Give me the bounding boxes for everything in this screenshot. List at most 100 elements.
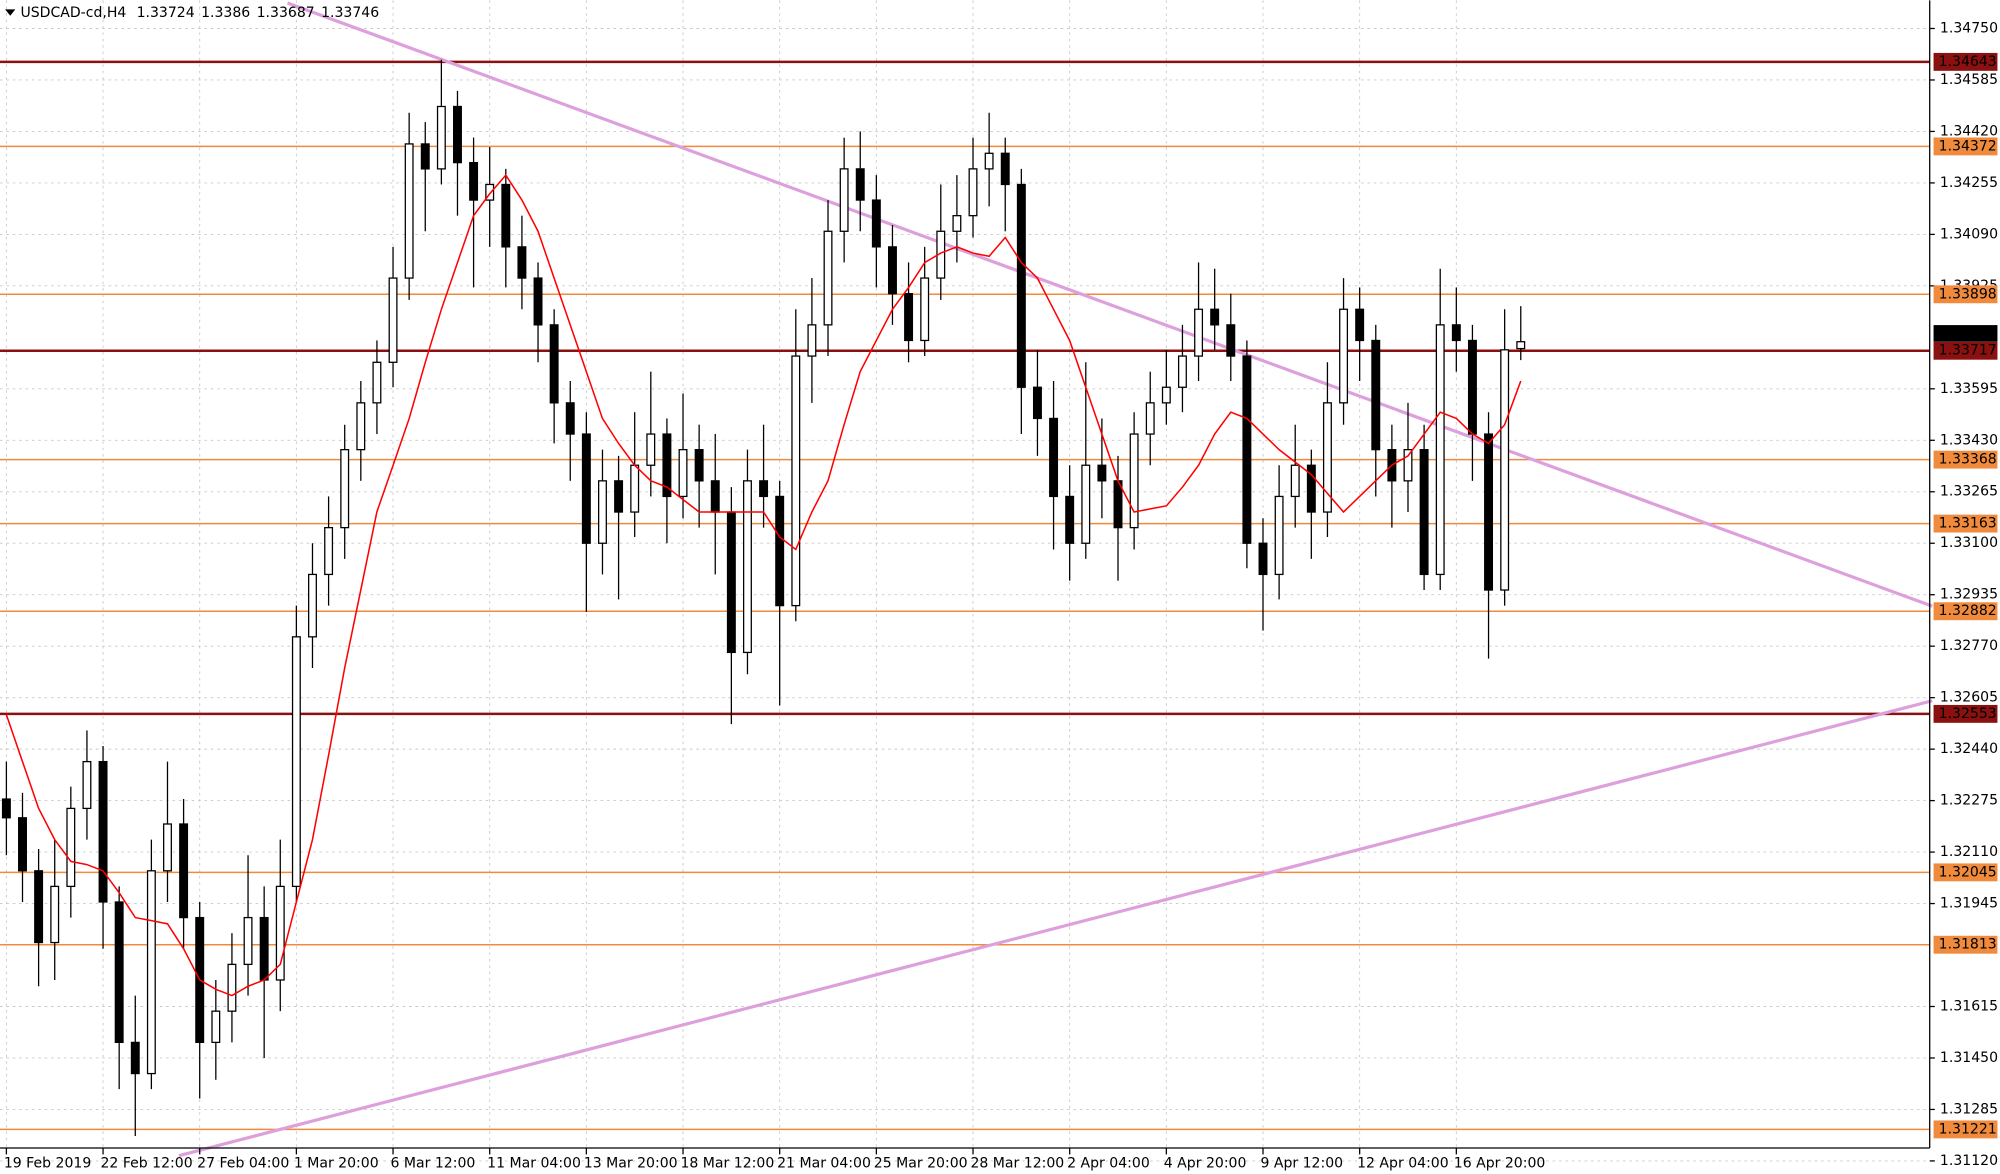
y-tick-label: 1.32275 bbox=[1940, 793, 1998, 809]
candle-body bbox=[114, 901, 124, 1044]
candle-body bbox=[404, 143, 414, 279]
level-label: 1.32882 bbox=[1939, 603, 1997, 619]
candle-body bbox=[1306, 464, 1316, 513]
candle-body bbox=[1016, 183, 1026, 388]
candle-body bbox=[1210, 308, 1220, 326]
axis: 1.347501.345851.344201.342551.340901.339… bbox=[4, 20, 1998, 1171]
y-tick-label: 1.32605 bbox=[1940, 690, 1998, 706]
level-label-box bbox=[1933, 341, 1998, 360]
price-label-box bbox=[1933, 325, 1998, 342]
candle-body bbox=[726, 511, 736, 654]
candle-body bbox=[1371, 339, 1381, 451]
candle-body bbox=[968, 168, 978, 217]
candle-body bbox=[356, 402, 366, 451]
candle-body bbox=[324, 526, 334, 576]
candle-body bbox=[549, 324, 559, 404]
level-label: 1.32045 bbox=[1939, 864, 1997, 880]
candle-body bbox=[453, 105, 462, 164]
y-tick-label: 1.31450 bbox=[1940, 1050, 1998, 1066]
candle-body bbox=[1467, 339, 1477, 435]
candle-body bbox=[887, 246, 897, 295]
trend-line bbox=[178, 699, 1933, 1158]
candle-body bbox=[759, 480, 769, 498]
candle-body bbox=[1065, 495, 1075, 544]
y-tick-label: 1.31945 bbox=[1940, 896, 1998, 912]
candle-body bbox=[1274, 495, 1284, 576]
level-label: 1.34372 bbox=[1939, 138, 1997, 154]
level-label: 1.33163 bbox=[1939, 516, 1997, 532]
low: 1.33687 bbox=[257, 5, 315, 21]
y-tick-label: 1.34750 bbox=[1940, 20, 1998, 36]
y-tick-label: 1.32770 bbox=[1940, 638, 1998, 654]
candle-body bbox=[920, 277, 930, 342]
x-tick-label: 12 Apr 04:00 bbox=[1357, 1155, 1449, 1171]
level-label-box bbox=[1933, 1120, 1998, 1139]
level-label-box bbox=[1933, 285, 1998, 304]
candle-body bbox=[807, 324, 817, 357]
candle-body bbox=[710, 480, 720, 513]
x-tick-label: 1 Mar 20:00 bbox=[294, 1155, 379, 1171]
level-label-box bbox=[1933, 602, 1998, 621]
candle-body bbox=[533, 277, 543, 326]
candle-body bbox=[581, 433, 591, 544]
close: 1.33746 bbox=[321, 5, 379, 21]
x-tick-label: 16 Apr 20:00 bbox=[1454, 1155, 1546, 1171]
candle-body bbox=[1161, 386, 1171, 404]
candle-body bbox=[50, 885, 60, 944]
candle-body bbox=[18, 817, 27, 872]
candle-body bbox=[1290, 464, 1300, 498]
y-tick-label: 1.34420 bbox=[1940, 123, 1998, 139]
level-label: 1.33717 bbox=[1939, 343, 1997, 359]
candle-body bbox=[662, 433, 672, 498]
candle-body bbox=[259, 916, 269, 981]
x-tick-label: 18 Mar 12:00 bbox=[680, 1155, 774, 1171]
candle-body bbox=[1355, 308, 1365, 342]
candle-body bbox=[82, 760, 92, 810]
candle-body bbox=[646, 433, 656, 466]
levels bbox=[0, 60, 1930, 1131]
menu-icon[interactable] bbox=[5, 9, 16, 16]
level-label-box bbox=[1933, 704, 1998, 723]
candle-body bbox=[275, 885, 285, 981]
x-tick-label: 25 Mar 20:00 bbox=[874, 1155, 968, 1171]
candle-body bbox=[308, 573, 317, 638]
candle-body bbox=[1419, 449, 1429, 576]
candle-body bbox=[211, 1010, 221, 1044]
x-tick-label: 27 Feb 04:00 bbox=[197, 1155, 289, 1171]
y-tick-label: 1.33430 bbox=[1940, 432, 1998, 448]
candle-body bbox=[1194, 308, 1204, 357]
candle-body bbox=[984, 152, 994, 170]
candle-body bbox=[775, 495, 785, 607]
candles bbox=[1, 59, 1526, 1136]
candle-body bbox=[791, 355, 801, 607]
candle-body bbox=[1081, 464, 1091, 544]
candle-body bbox=[1049, 417, 1059, 498]
candle-body bbox=[98, 760, 108, 903]
candle-body bbox=[517, 246, 527, 279]
candle-body bbox=[227, 963, 237, 1012]
candle-body bbox=[1258, 542, 1268, 576]
candle-body bbox=[614, 480, 624, 513]
candle-body bbox=[179, 823, 189, 919]
candle-body bbox=[1097, 464, 1107, 482]
x-tick-label: 4 Apr 20:00 bbox=[1164, 1155, 1247, 1171]
candle-body bbox=[436, 105, 446, 170]
candle-body bbox=[742, 480, 752, 654]
y-tick-label: 1.32440 bbox=[1940, 741, 1998, 757]
x-tick-label: 2 Apr 04:00 bbox=[1067, 1155, 1150, 1171]
candle-body bbox=[839, 168, 849, 232]
candle-body bbox=[1451, 324, 1461, 342]
x-tick-label: 22 Feb 12:00 bbox=[100, 1155, 192, 1171]
candle-body bbox=[1177, 355, 1187, 388]
level-label: 1.34643 bbox=[1939, 54, 1997, 70]
candle-body bbox=[598, 480, 607, 544]
candle-body bbox=[388, 277, 398, 363]
candle-body bbox=[146, 870, 156, 1075]
candle-body bbox=[1000, 152, 1010, 186]
candle-body bbox=[1339, 308, 1349, 404]
candle-body bbox=[501, 183, 511, 248]
candle-body bbox=[66, 807, 76, 888]
candle-body bbox=[485, 183, 495, 201]
candle-body bbox=[1322, 402, 1332, 513]
level-label-box bbox=[1933, 137, 1998, 156]
